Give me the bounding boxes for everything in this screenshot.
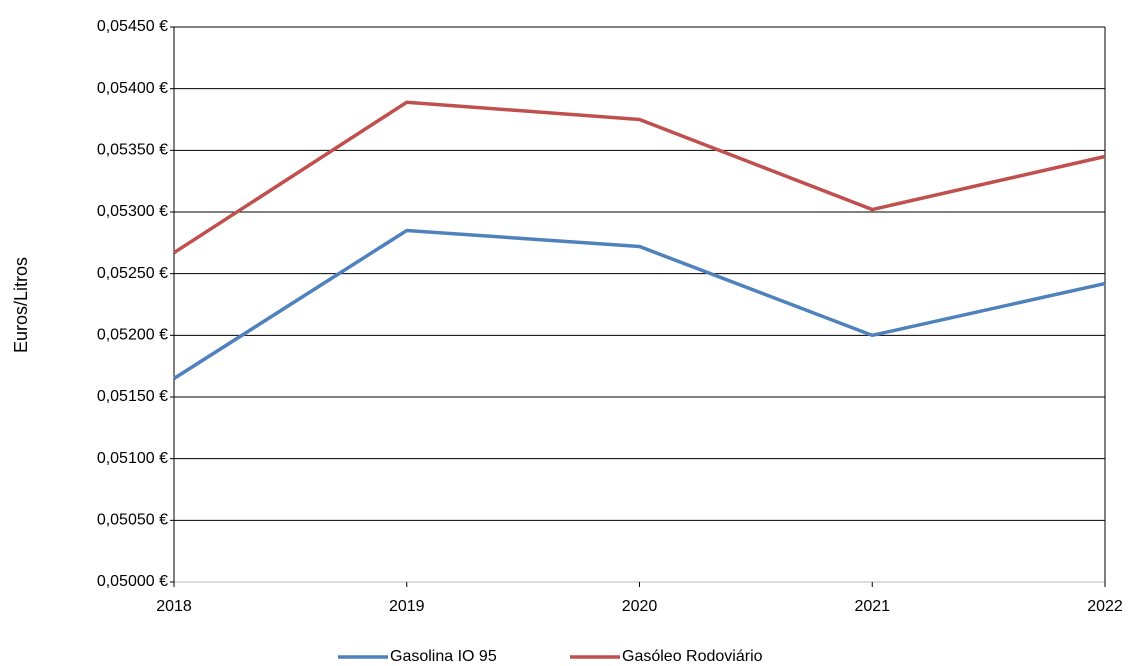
line-series	[173, 228, 1106, 380]
x-tick-label: 2021	[854, 598, 890, 615]
y-axis-label: Euros/Litros	[11, 257, 31, 353]
y-tick-label: 0,05400 €	[97, 80, 168, 97]
y-tick-label: 0,05200 €	[97, 327, 168, 344]
x-tick-label: 2018	[156, 598, 192, 615]
x-tick-label: 2020	[622, 598, 658, 615]
y-tick-label: 0,05050 €	[97, 512, 168, 529]
y-tick-label: 0,05350 €	[97, 142, 168, 159]
y-tick-label: 0,05450 €	[97, 18, 168, 35]
x-tick-label: 2022	[1087, 598, 1123, 615]
y-tick-label: 0,05300 €	[97, 203, 168, 220]
y-tick-label: 0,05250 €	[97, 265, 168, 282]
y-tick-label: 0,05150 €	[97, 388, 168, 405]
y-tick-label: 0,05100 €	[97, 450, 168, 467]
line-series	[173, 100, 1106, 255]
x-tick-label: 2019	[389, 598, 425, 615]
y-tick-label: 0,05000 €	[97, 573, 168, 590]
legend-label: Gasóleo Rodoviário	[622, 648, 763, 665]
legend-label: Gasolina IO 95	[390, 648, 497, 665]
